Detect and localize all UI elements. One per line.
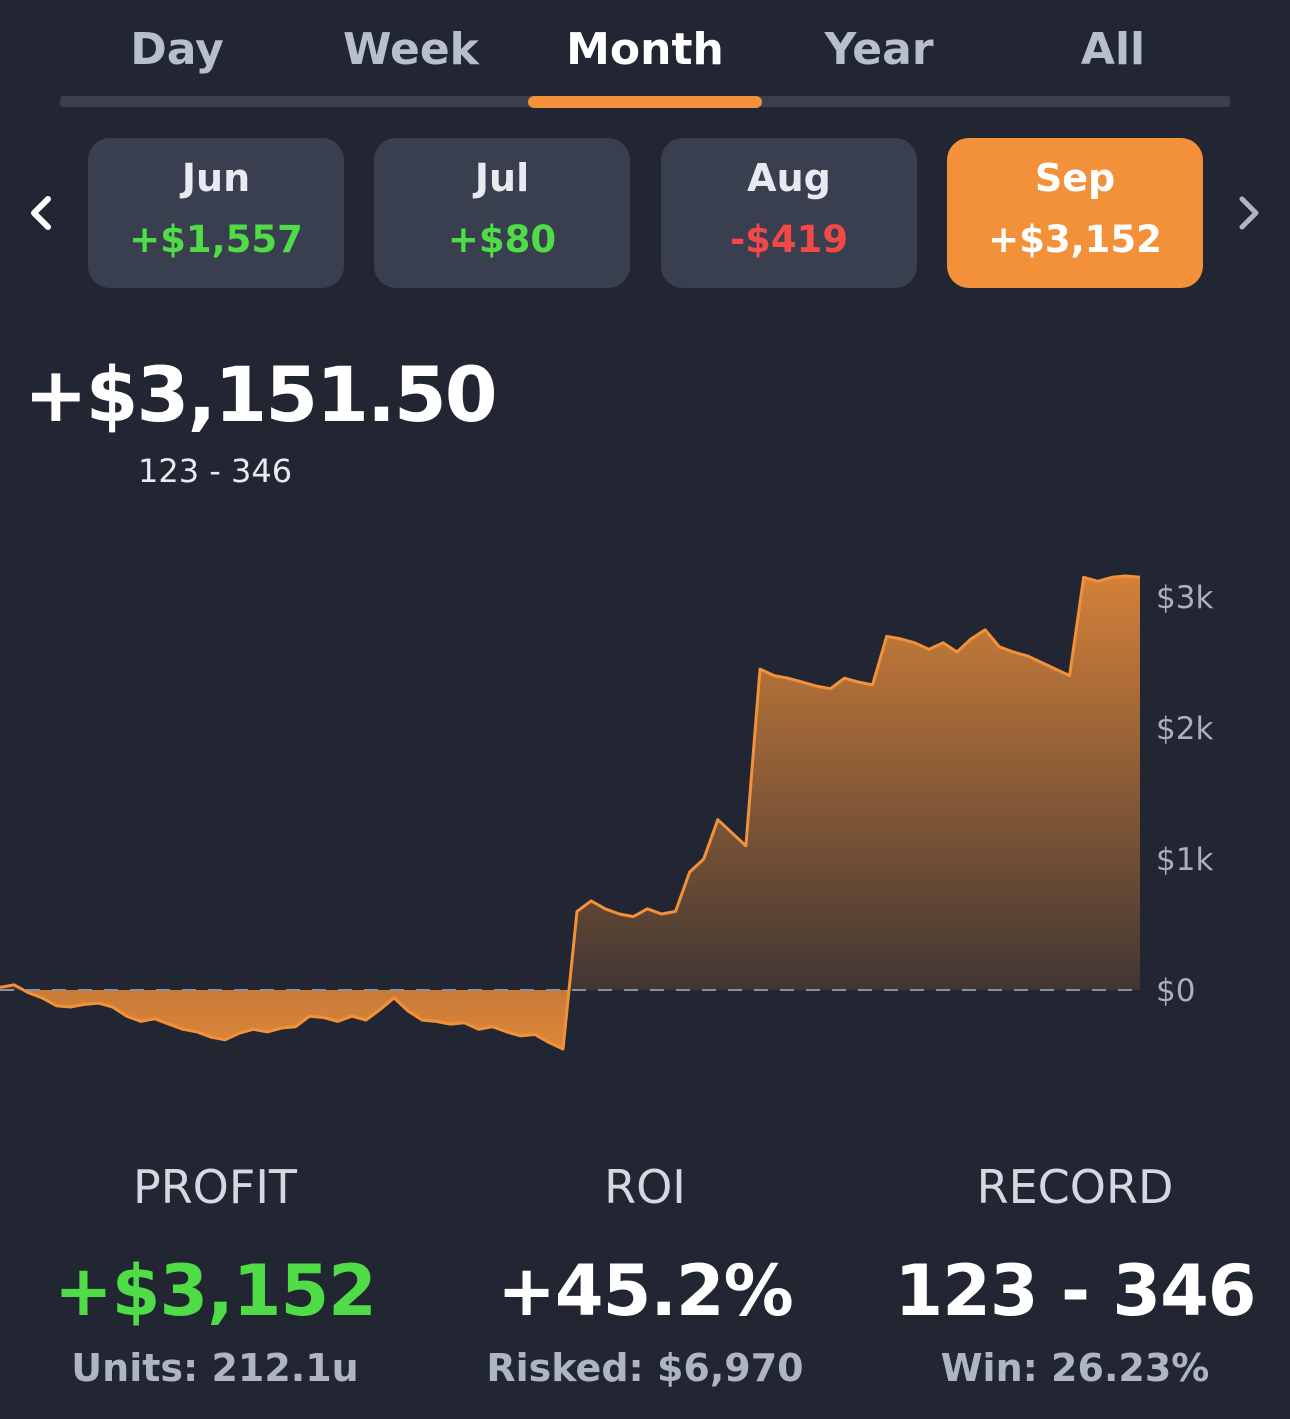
tabs-active-indicator [528,96,762,108]
stat-roi: ROI +45.2% Risked: $6,970 [430,1160,860,1390]
stat-label: ROI [604,1160,686,1214]
profit-line [0,574,1141,1051]
month-value: +$3,152 [988,218,1162,261]
month-label: Jul [474,156,530,200]
stat-sub: Risked: $6,970 [486,1346,804,1390]
stat-record: RECORD 123 - 346 Win: 26.23% [860,1160,1290,1390]
month-card-jul[interactable]: Jul +$80 [374,138,630,288]
stat-label: RECORD [976,1160,1174,1214]
stat-profit: PROFIT +$3,152 Units: 212.1u [0,1160,430,1390]
next-month-button[interactable] [1224,185,1274,241]
tab-all[interactable]: All [1080,24,1146,75]
profit-chart: $3k $2k $1k $0 [0,574,1213,1051]
month-label: Jun [181,156,251,200]
stat-value: +45.2% [497,1250,794,1332]
y-tick-label: $1k [1156,842,1213,878]
month-card-jun[interactable]: Jun +$1,557 [88,138,344,288]
tab-day[interactable]: Day [130,24,224,75]
y-tick-label: $2k [1156,711,1213,747]
tab-week[interactable]: Week [343,24,479,75]
tab-month[interactable]: Month [566,24,724,75]
tab-year[interactable]: Year [824,24,934,75]
area-fill-negative [0,990,1140,1049]
month-card-aug[interactable]: Aug -$419 [661,138,917,288]
total-profit: +$3,151.50 [24,350,498,439]
total-record: 123 - 346 [138,452,293,490]
prev-month-button[interactable] [16,185,66,241]
y-tick-label: $3k [1156,580,1213,616]
area-fill-positive [0,576,1140,990]
y-tick-label: $0 [1156,973,1195,1009]
month-label: Aug [747,156,831,200]
stat-sub: Win: 26.23% [940,1346,1210,1390]
month-value: +$1,557 [129,218,303,261]
chevron-right-icon [1239,196,1259,230]
month-value: +$80 [447,218,557,261]
period-tabs: Day Week Month Year All [60,0,1230,108]
stat-value: +$3,152 [54,1250,377,1332]
stat-label: PROFIT [132,1160,298,1214]
stat-sub: Units: 212.1u [71,1346,359,1390]
chevron-left-icon [31,196,51,230]
stat-value: 123 - 346 [894,1250,1256,1332]
month-value: -$419 [729,218,849,261]
month-card-sep[interactable]: Sep +$3,152 [947,138,1203,288]
month-label: Sep [1034,156,1116,200]
